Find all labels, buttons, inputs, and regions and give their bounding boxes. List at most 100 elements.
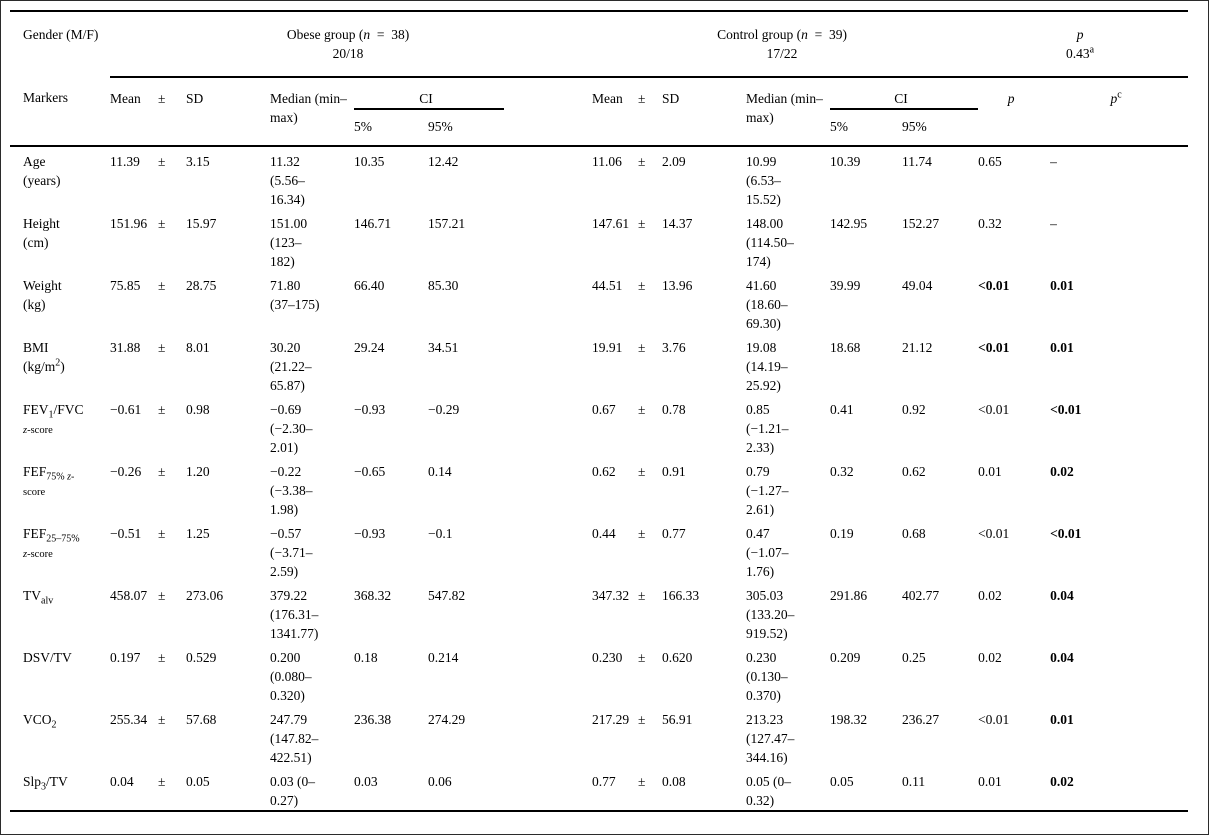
plus-minus: ± (158, 650, 166, 665)
sd-obese: 1.25 (186, 526, 210, 541)
ci95-control: 152.27 (902, 216, 940, 231)
ci-subheader-row: 5% 95% 5% 95% (10, 109, 1188, 146)
table-row: Age (years) 11.39 ± 3.15 11.32 (5.56–16.3… (10, 146, 1188, 209)
col-header-median-control: Median (min–max) (746, 91, 823, 125)
plus-minus: ± (638, 216, 646, 231)
median-control: 0.230 (0.130–0.370) (746, 650, 788, 703)
table-row: VCO2 255.34 ± 57.68 247.79 (147.82–422.5… (10, 705, 1188, 767)
plus-minus: ± (638, 402, 646, 417)
median-obese: 0.03 (0–0.27) (270, 774, 315, 808)
sd-control: 13.96 (662, 278, 693, 293)
p-value: <0.01 (978, 526, 1010, 541)
plus-minus: ± (638, 650, 646, 665)
mean-control: 0.44 (592, 526, 616, 541)
ci95-control: 0.92 (902, 402, 926, 417)
ci5-obese: 146.71 (354, 216, 392, 231)
median-obese: −0.69 (−2.30–2.01) (270, 402, 313, 455)
sd-obese: 3.15 (186, 154, 210, 169)
ci95-obese: 0.14 (428, 464, 452, 479)
ci95-obese: 12.42 (428, 154, 459, 169)
ci5-obese: 0.18 (354, 650, 378, 665)
col-header-ci95-control: 95% (902, 119, 927, 134)
pc-value: 0.02 (1050, 464, 1074, 479)
col-header-sd-control: SD (662, 91, 680, 106)
sd-control: 166.33 (662, 588, 700, 603)
sd-obese: 28.75 (186, 278, 217, 293)
col-header-sd-obese: SD (186, 91, 204, 106)
sd-obese: 273.06 (186, 588, 224, 603)
ci95-obese: 547.82 (428, 588, 466, 603)
marker-label: FEF25–75% z-score (23, 526, 80, 560)
mean-obese: 458.07 (110, 588, 148, 603)
mean-obese: 0.04 (110, 774, 134, 789)
mean-obese: 255.34 (110, 712, 148, 727)
table-body: Age (years) 11.39 ± 3.15 11.32 (5.56–16.3… (10, 146, 1188, 811)
ci5-control: 39.99 (830, 278, 861, 293)
col-header-mean-control: Mean (592, 91, 623, 106)
sd-control: 2.09 (662, 154, 686, 169)
pc-value: 0.01 (1050, 712, 1074, 727)
ci95-control: 21.12 (902, 340, 933, 355)
control-group-header: Control group (n = 39) (717, 27, 847, 42)
mean-control: 19.91 (592, 340, 623, 355)
mean-obese: 151.96 (110, 216, 148, 231)
mean-control: 0.77 (592, 774, 616, 789)
ci5-control: 0.05 (830, 774, 854, 789)
col-header-markers: Markers (23, 90, 68, 105)
pc-value: 0.02 (1050, 774, 1074, 789)
sd-control: 14.37 (662, 216, 693, 231)
ci95-obese: 157.21 (428, 216, 466, 231)
col-header-ci-control: CI (830, 77, 979, 110)
plus-minus: ± (158, 216, 166, 231)
median-control: 41.60 (18.60–69.30) (746, 278, 788, 331)
col-header-p: p (1007, 91, 1015, 106)
mean-control: 147.61 (592, 216, 630, 231)
sd-obese: 0.529 (186, 650, 217, 665)
median-obese: 379.22 (176.31–1341.77) (270, 588, 319, 641)
ci5-control: 10.39 (830, 154, 861, 169)
ci95-obese: −0.1 (428, 526, 453, 541)
marker-label: BMI (kg/m2) (23, 340, 65, 374)
ci5-control: 198.32 (830, 712, 868, 727)
ci5-control: 0.41 (830, 402, 854, 417)
ci95-control: 49.04 (902, 278, 933, 293)
ci5-control: 0.32 (830, 464, 854, 479)
ci95-obese: 0.214 (428, 650, 459, 665)
col-header-mean-obese: Mean (110, 91, 141, 106)
median-obese: 30.20 (21.22–65.87) (270, 340, 312, 393)
ci5-obese: 368.32 (354, 588, 392, 603)
ci5-control: 0.209 (830, 650, 861, 665)
table-row: FEV1/FVC z-score −0.61 ± 0.98 −0.69 (−2.3… (10, 395, 1188, 457)
mean-control: 0.62 (592, 464, 616, 479)
col-header-pc: pc (1110, 89, 1122, 106)
sd-control: 0.91 (662, 464, 686, 479)
median-obese: 0.200 (0.080–0.320) (270, 650, 312, 703)
ci95-control: 236.27 (902, 712, 940, 727)
mean-obese: 75.85 (110, 278, 141, 293)
mean-obese: −0.51 (110, 526, 142, 541)
median-control: 0.85 (−1.21–2.33) (746, 402, 789, 455)
p-value: 0.32 (978, 216, 1002, 231)
ci95-control: 402.77 (902, 588, 940, 603)
plus-minus: ± (158, 402, 166, 417)
plus-minus: ± (158, 588, 166, 603)
ci5-obese: 29.24 (354, 340, 385, 355)
p-value: 0.02 (978, 650, 1002, 665)
median-obese: 71.80 (37–175) (270, 278, 320, 312)
marker-label: VCO2 (23, 712, 57, 731)
plus-minus: ± (638, 712, 646, 727)
col-header-pm-obese: ± (158, 91, 166, 106)
table-row: Weight (kg) 75.85 ± 28.75 71.80 (37–175) … (10, 271, 1188, 333)
pc-value: – (1050, 216, 1057, 231)
marker-label: FEF75% z-score (23, 464, 75, 498)
plus-minus: ± (158, 774, 166, 789)
mean-obese: 0.197 (110, 650, 141, 665)
pc-value: <0.01 (1050, 526, 1082, 541)
mean-obese: 11.39 (110, 154, 140, 169)
mean-control: 217.29 (592, 712, 630, 727)
pc-value: <0.01 (1050, 402, 1082, 417)
col-header-ci5-control: 5% (830, 119, 849, 134)
sd-control: 0.08 (662, 774, 686, 789)
median-obese: 11.32 (5.56–16.34) (270, 154, 305, 207)
table-row: Height (cm) 151.96 ± 15.97 151.00 (123–18… (10, 209, 1188, 271)
